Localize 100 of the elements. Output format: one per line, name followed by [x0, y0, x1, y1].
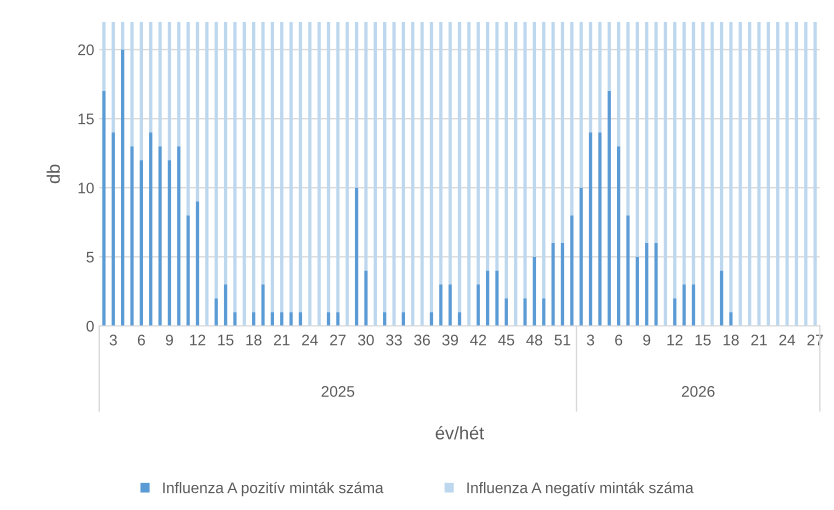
bar [636, 22, 639, 257]
bar [289, 312, 293, 326]
bar [112, 22, 115, 132]
bar [411, 22, 414, 326]
bar [130, 146, 134, 326]
bar [654, 242, 658, 326]
bar [130, 22, 134, 146]
bar [616, 22, 620, 146]
bar [598, 22, 602, 132]
x-tick-label: 51 [554, 334, 570, 346]
bar [430, 22, 434, 312]
bar [233, 312, 237, 326]
bar [112, 132, 115, 326]
bar [186, 22, 190, 216]
bar [701, 22, 704, 326]
bar [233, 22, 237, 312]
x-tick-label: 33 [386, 334, 402, 346]
y-tick-label: 5 [86, 252, 94, 262]
bar [448, 22, 452, 284]
bar [532, 256, 536, 326]
x-tick-label: 27 [330, 334, 346, 346]
x-tick-label: 30 [358, 334, 374, 346]
bar [467, 22, 471, 326]
x-tick-label: 42 [470, 334, 486, 346]
bar [664, 22, 668, 326]
bar [626, 22, 630, 216]
bar [346, 22, 349, 326]
bar [149, 22, 152, 132]
bar [570, 215, 574, 326]
bar [495, 22, 499, 271]
bar [121, 50, 124, 326]
bar [626, 215, 630, 326]
bar [738, 22, 742, 326]
legend-label: Influenza A pozitív minták száma [163, 482, 384, 496]
bar [102, 91, 106, 326]
bar [280, 22, 284, 312]
bar [448, 284, 452, 326]
bar [261, 284, 265, 326]
bar [402, 22, 406, 312]
x-axis-title: év/hét [436, 426, 484, 440]
y-tick-label: 10 [78, 182, 94, 194]
bar [158, 22, 162, 146]
bar [551, 242, 555, 326]
bar [757, 22, 761, 326]
legend-label: Influenza A negatív minták száma [467, 482, 694, 496]
x-tick-label: 45 [498, 334, 514, 346]
bar [486, 22, 490, 271]
bar [580, 188, 583, 326]
bar [542, 298, 546, 326]
bar [354, 188, 358, 326]
bar [682, 22, 686, 284]
x-tick-label: 3 [586, 334, 594, 346]
bar [608, 91, 611, 326]
bar [532, 22, 536, 257]
x-tick-label: 24 [779, 334, 796, 346]
bar [608, 22, 611, 92]
bar [289, 22, 293, 312]
y-tick-label: 20 [78, 44, 94, 56]
bar [224, 284, 228, 326]
bar [776, 22, 780, 326]
bar [140, 160, 143, 326]
bar [420, 22, 424, 326]
bar [158, 146, 162, 326]
bar [168, 160, 172, 326]
bar [214, 22, 218, 298]
bar [729, 312, 733, 326]
bar [252, 22, 256, 312]
bar [766, 22, 770, 326]
bar [121, 22, 124, 50]
bar [149, 132, 152, 326]
bar [318, 22, 321, 326]
bar [458, 312, 462, 326]
bar [430, 312, 434, 326]
bar [616, 146, 620, 326]
bar [710, 22, 714, 326]
bar [692, 22, 696, 284]
bar [720, 22, 724, 271]
x-tick-label: 9 [643, 334, 650, 346]
bar [261, 22, 265, 284]
x-tick-label: 3 [110, 334, 117, 346]
bar [570, 22, 574, 216]
bar [523, 22, 527, 298]
bar [205, 22, 208, 326]
bar [186, 215, 190, 326]
x-tick-label: 9 [166, 334, 173, 346]
bar [392, 22, 396, 326]
bar [504, 22, 508, 298]
bar [682, 284, 686, 326]
bar [514, 22, 518, 326]
bar [364, 270, 368, 326]
x-tick-label: 36 [414, 334, 430, 346]
bar [588, 132, 592, 326]
bar [720, 270, 724, 326]
bar [364, 22, 368, 271]
text: 2026 [682, 386, 714, 397]
x-tick-label: 12 [667, 334, 682, 346]
bar [214, 298, 218, 326]
bar [542, 22, 546, 298]
bar [785, 22, 789, 326]
bar [280, 312, 284, 326]
